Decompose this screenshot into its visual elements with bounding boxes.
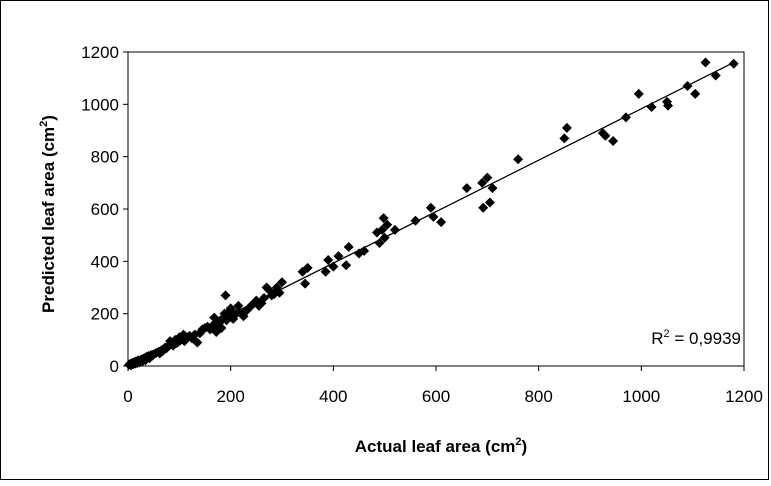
data-point-diamond [382, 219, 393, 230]
data-point-diamond [302, 262, 313, 273]
x-axis-title-end: ) [522, 437, 528, 456]
y-tick-label: 600 [91, 200, 119, 219]
data-point-diamond [559, 133, 570, 144]
x-tick-label: 1000 [622, 387, 660, 406]
data-point-diamond [230, 308, 241, 319]
x-tick-label: 600 [422, 387, 450, 406]
data-point-diamond [359, 245, 370, 256]
data-point-diamond [477, 177, 488, 188]
data-point-diamond [274, 287, 285, 298]
data-point-diamond [425, 202, 436, 213]
data-point-diamond [374, 238, 385, 249]
data-point-diamond [482, 172, 493, 183]
r-squared-value: = 0,9939 [670, 329, 741, 348]
data-point-diamond [320, 266, 331, 277]
data-point-diamond [690, 88, 701, 99]
data-point-diamond [225, 303, 236, 314]
x-axis-title-superscript: 2 [515, 436, 521, 448]
x-axis-ticks: 0 200 400 600 800 1000 1200 [123, 366, 763, 406]
y-tick-label: 0 [110, 357, 119, 376]
data-point-diamond [216, 323, 227, 334]
y-tick-label: 200 [91, 305, 119, 324]
data-point-diamond [561, 122, 572, 133]
data-point-diamond [341, 260, 352, 271]
y-axis-title-end: ) [39, 115, 58, 121]
data-point-diamond [377, 224, 388, 235]
y-axis-title-superscript: 2 [38, 121, 50, 127]
data-point-diamond [710, 70, 721, 81]
data-point-diamond [259, 292, 270, 303]
data-point-diamond [633, 88, 644, 99]
data-point-diamond [246, 300, 257, 311]
data-point-diamond [728, 58, 739, 69]
x-tick-label: 1200 [725, 387, 763, 406]
y-tick-label: 400 [91, 252, 119, 271]
data-point-diamond [251, 295, 262, 306]
data-point-diamond [220, 290, 231, 301]
data-point-diamond [277, 277, 287, 288]
data-point-diamond [389, 224, 400, 235]
data-point-diamond [478, 202, 489, 213]
r-squared-prefix: R [651, 329, 663, 348]
plot-area: 0 200 400 600 800 1000 1200 0 200 400 600 800 1000 1… [81, 43, 763, 406]
y-tick-label: 1000 [81, 95, 119, 114]
data-point-diamond [378, 213, 389, 224]
data-points [124, 57, 739, 371]
x-tick-label: 400 [319, 387, 347, 406]
data-point-diamond [333, 251, 344, 262]
data-point-diamond [343, 241, 354, 252]
data-point-diamond [410, 215, 421, 226]
data-point-diamond [436, 217, 447, 228]
y-axis-title: Predicted leaf area (cm2) [38, 115, 58, 313]
data-point-diamond [513, 154, 524, 165]
data-point-diamond [487, 183, 498, 194]
data-point-diamond [608, 135, 619, 146]
data-point-diamond [379, 232, 390, 243]
x-axis-title: Actual leaf area (cm2) [355, 436, 527, 456]
data-point-diamond [300, 278, 311, 289]
data-point-diamond [484, 197, 495, 208]
data-point-diamond [233, 300, 244, 311]
data-point-diamond [461, 183, 472, 194]
data-point-diamond [323, 255, 334, 266]
data-point-diamond [646, 101, 657, 112]
data-point-diamond [620, 112, 631, 123]
data-point-diamond [192, 337, 203, 348]
r-squared-superscript: 2 [664, 328, 670, 340]
x-tick-label: 800 [524, 387, 552, 406]
data-point-diamond [663, 100, 674, 111]
y-tick-label: 1200 [81, 43, 119, 62]
y-tick-label: 800 [91, 148, 119, 167]
data-point-diamond [328, 261, 339, 272]
data-point-diamond [700, 57, 711, 68]
data-point-diamond [682, 81, 693, 92]
y-axis-ticks: 0 200 400 600 800 1000 1200 [81, 43, 128, 376]
data-point-diamond [600, 130, 611, 141]
data-point-diamond [428, 211, 439, 222]
y-axis-title-text: Predicted leaf area (cm [39, 127, 58, 313]
x-tick-label: 200 [216, 387, 244, 406]
r-squared-annotation: R2 = 0,9939 [651, 328, 741, 348]
x-axis-title-text: Actual leaf area (cm [355, 437, 516, 456]
x-tick-label: 0 [123, 387, 132, 406]
